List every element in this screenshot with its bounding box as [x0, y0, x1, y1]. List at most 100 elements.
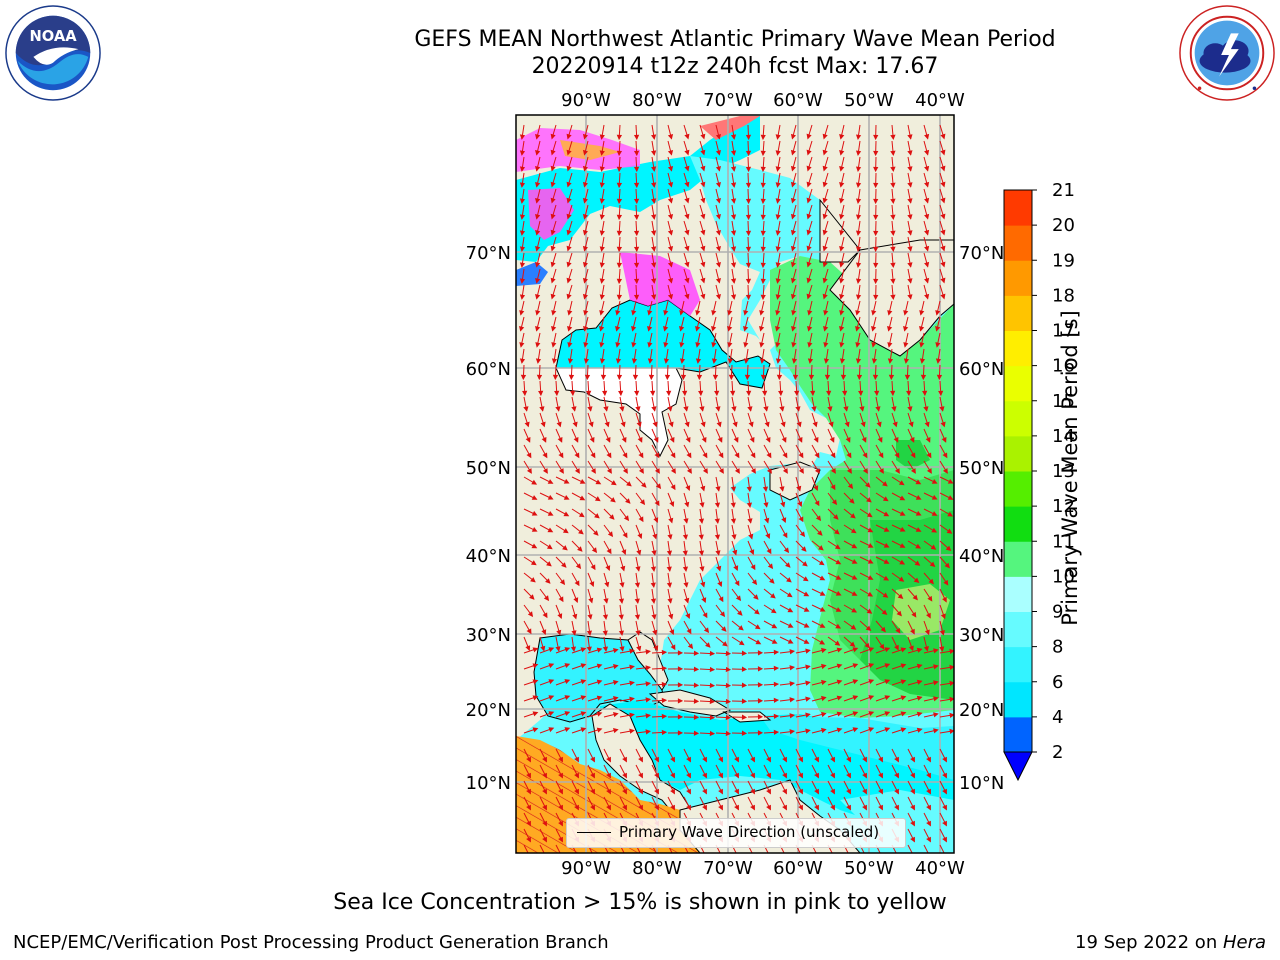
- wave-vector-head: [806, 181, 812, 188]
- wave-vector-head: [834, 544, 841, 550]
- wave-vector-head: [703, 627, 710, 634]
- wave-vector-head: [906, 390, 912, 397]
- wave-vector-head: [564, 727, 571, 733]
- wave-vector-head: [677, 666, 684, 672]
- colorbar-tick-label: 6: [1052, 672, 1063, 693]
- wave-vector-head: [616, 262, 623, 269]
- wave-vector-head: [715, 214, 721, 220]
- wave-vector-head: [851, 591, 858, 596]
- wave-vector-head: [572, 421, 578, 428]
- legend-line-sample: [577, 832, 611, 833]
- wave-vector-head: [791, 342, 797, 348]
- wave-vector-head: [670, 484, 676, 491]
- wave-vector-head: [599, 198, 605, 204]
- wave-vector-head: [686, 628, 692, 635]
- wave-vector-head: [558, 836, 563, 843]
- wave-vector-head: [714, 390, 720, 397]
- wave-vector-head: [940, 261, 946, 268]
- wave-vector-head: [890, 230, 896, 236]
- wave-vector-head: [616, 182, 623, 189]
- wave-vector-head: [551, 358, 558, 364]
- colorbar-segment: [1004, 541, 1032, 577]
- wave-vector-head: [900, 679, 907, 685]
- wave-vector-head: [846, 452, 852, 459]
- wave-vector-head: [588, 597, 594, 604]
- wave-vector-head: [623, 515, 630, 522]
- wave-vector-head: [679, 358, 686, 364]
- wave-vector-head: [727, 342, 733, 348]
- wave-vector-head: [620, 565, 626, 572]
- wave-vector-head: [806, 165, 812, 172]
- colorbar-tick-label: 16: [1052, 356, 1075, 377]
- wave-vector-head: [830, 452, 836, 459]
- wave-vector-head: [775, 278, 781, 284]
- wave-vector-head: [830, 484, 836, 491]
- wave-vector-head: [684, 277, 690, 284]
- wave-vector-head: [890, 390, 896, 397]
- wave-vector-head: [933, 712, 939, 718]
- wave-vector-head: [620, 421, 626, 428]
- wave-vector-head: [811, 406, 817, 412]
- wave-vector-head: [695, 342, 701, 348]
- wave-vector-head: [730, 214, 737, 220]
- wave-vector-head: [766, 804, 771, 811]
- wave-vector-head: [700, 421, 706, 428]
- wave-vector-head: [715, 134, 721, 140]
- wave-vector-head: [715, 278, 721, 284]
- wave-vector-head: [913, 577, 920, 584]
- colorbar-tick-label: 8: [1052, 637, 1063, 658]
- wave-vector-head: [855, 262, 862, 268]
- colorbar-tick-label: 9: [1052, 602, 1063, 623]
- wave-vector-head: [582, 133, 588, 140]
- wave-vector-head: [599, 278, 605, 284]
- wave-vector-head: [942, 452, 948, 459]
- wave-vector-head: [942, 756, 947, 763]
- wave-vector-head: [535, 214, 541, 220]
- wave-vector-head: [545, 578, 551, 584]
- wave-vector-head: [550, 149, 556, 156]
- wave-vector-head: [631, 326, 637, 332]
- wave-vector-head: [718, 804, 723, 811]
- wave-vector-head: [582, 181, 588, 188]
- wave-vector-head: [734, 772, 739, 779]
- wave-vector-head: [605, 437, 611, 443]
- wave-vector-head: [700, 133, 706, 140]
- wave-vector-head: [930, 852, 931, 853]
- wave-vector-head: [785, 562, 791, 568]
- wave-vector-head: [938, 390, 944, 397]
- wave-vector-head: [867, 575, 874, 580]
- wave-vector-head: [610, 497, 616, 503]
- wave-vector-head: [925, 437, 931, 443]
- wave-vector-head: [868, 647, 875, 653]
- wave-vector-head: [813, 437, 819, 443]
- wave-vector-head: [846, 788, 851, 795]
- wave-vector-head: [547, 479, 554, 484]
- colorbar-segment: [1004, 190, 1032, 226]
- wave-vector-head: [583, 310, 589, 316]
- wave-vector-head: [903, 358, 910, 364]
- wave-vector-head: [651, 550, 657, 556]
- wave-vector-head: [652, 629, 658, 636]
- wave-vector-head: [566, 293, 572, 300]
- wave-vector-head: [654, 772, 659, 779]
- wave-vector-head: [765, 533, 771, 540]
- wave-vector-head: [798, 804, 803, 811]
- wave-vector-head: [519, 358, 526, 364]
- wave-vector-head: [867, 527, 874, 533]
- wave-vector-head: [730, 294, 737, 300]
- wave-vector-head: [684, 501, 690, 508]
- wave-vector-head: [924, 197, 930, 204]
- wave-vector-head: [801, 546, 807, 552]
- wave-vector-head: [883, 526, 890, 532]
- wave-vector-head: [599, 310, 605, 316]
- wave-vector-head: [822, 277, 828, 284]
- wave-vector-head: [558, 788, 563, 795]
- wave-vector-head: [682, 566, 689, 572]
- wave-vector-head: [530, 560, 537, 566]
- wave-vector-head: [693, 650, 700, 656]
- wave-vector-head: [797, 437, 803, 443]
- wave-vector-head: [566, 213, 572, 220]
- wave-vector-head: [894, 468, 900, 474]
- wave-vector-head: [542, 772, 547, 779]
- wave-vector-head: [725, 698, 732, 705]
